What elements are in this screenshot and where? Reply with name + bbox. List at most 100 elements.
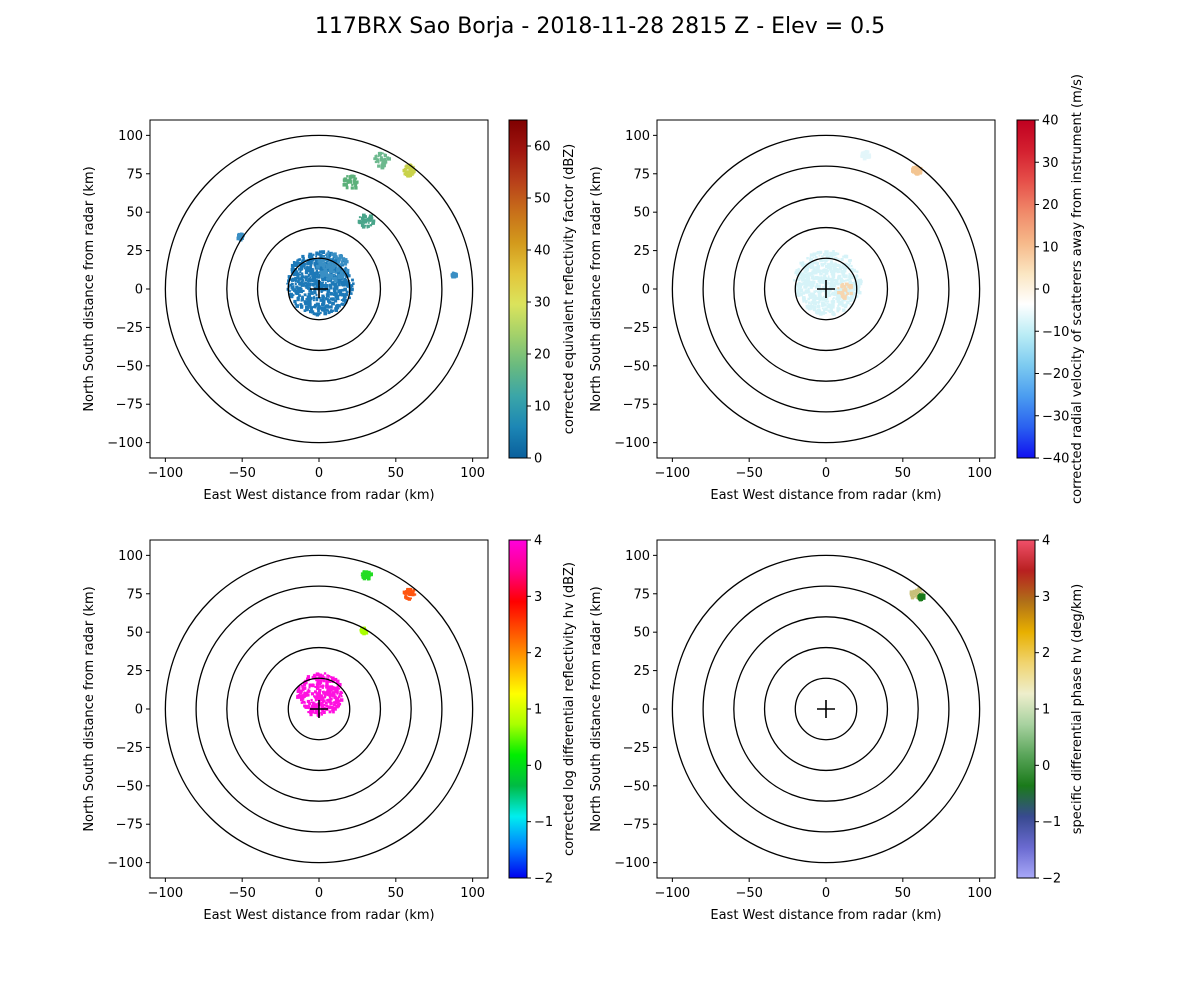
y-tick-label: −100 [614, 856, 650, 871]
y-tick-label: −50 [116, 359, 143, 374]
y-tick-label: 100 [118, 549, 143, 564]
colorbar-tick-label: 20 [1042, 198, 1059, 213]
range-ring [226, 616, 412, 802]
radar-echo [357, 213, 376, 229]
colorbar-tick-label: 3 [1042, 590, 1050, 605]
x-tick-label: 100 [460, 886, 485, 901]
range-ring [195, 165, 443, 413]
colorbar-tick-label: 40 [1042, 114, 1059, 129]
colorbar-label: specific differential phase hv (deg/km) [1070, 584, 1085, 834]
y-tick-label: 0 [642, 283, 650, 298]
radar-location-marker [310, 700, 328, 718]
y-tick-label: 100 [625, 549, 650, 564]
colorbar-tick-label: 60 [534, 140, 551, 155]
x-axis-label: East West distance from radar (km) [203, 488, 434, 503]
x-axis-label: East West distance from radar (km) [710, 488, 941, 503]
x-tick-label: 0 [315, 886, 323, 901]
colorbar-tick-label: 4 [1042, 534, 1050, 549]
colorbar-tick-label: 10 [1042, 240, 1059, 255]
x-tick-label: −50 [735, 466, 762, 481]
y-tick-label: −50 [116, 779, 143, 794]
y-tick-label: 50 [633, 206, 650, 221]
radar-echo [360, 570, 373, 581]
colorbar-tick-label: −1 [534, 815, 553, 830]
x-tick-label: 50 [388, 466, 405, 481]
panel-2: −100 −50 0 50 1001007550250−25−50−75−100East… [589, 74, 1085, 504]
x-tick-label: 0 [822, 466, 830, 481]
plot-area [671, 134, 981, 444]
radar-echo [911, 165, 923, 176]
colorbar-tick-label: 3 [534, 590, 542, 605]
range-ring [702, 165, 950, 413]
x-tick-label: −100 [655, 886, 691, 901]
y-tick-label: −100 [107, 856, 143, 871]
range-ring [287, 257, 351, 321]
y-axis-label: North South distance from radar (km) [82, 586, 97, 831]
range-ring [256, 646, 382, 772]
radar-echo [793, 250, 863, 317]
range-ring [794, 257, 858, 321]
colorbar-tick-label: −2 [1042, 872, 1061, 887]
radar-location-marker [310, 280, 328, 298]
x-tick-label: −100 [148, 466, 184, 481]
range-ring [794, 677, 858, 741]
x-tick-label: 100 [967, 466, 992, 481]
radar-echo [450, 271, 458, 279]
y-tick-label: −25 [623, 321, 650, 336]
plot-area [164, 554, 474, 864]
colorbar-tick-label: 40 [534, 244, 551, 259]
y-tick-label: 25 [633, 244, 650, 259]
colorbar-tick-label: 50 [534, 192, 551, 207]
range-ring [733, 196, 919, 382]
x-tick-label: −50 [228, 466, 255, 481]
colorbar-tick-label: 30 [534, 296, 551, 311]
x-tick-label: 50 [388, 886, 405, 901]
y-tick-label: 0 [642, 703, 650, 718]
y-tick-label: 75 [633, 167, 650, 182]
range-ring [671, 134, 981, 444]
colorbar-tick-label: 0 [534, 759, 542, 774]
x-tick-label: −100 [148, 886, 184, 901]
x-axis-label: East West distance from radar (km) [710, 908, 941, 923]
colorbar-tick-label: 0 [1042, 759, 1050, 774]
y-tick-label: 0 [135, 703, 143, 718]
radar-echo [236, 232, 245, 242]
colorbar-tick-label: −20 [1042, 367, 1069, 382]
y-tick-label: −100 [107, 436, 143, 451]
y-tick-label: −50 [623, 779, 650, 794]
y-axis-label: North South distance from radar (km) [589, 586, 604, 831]
y-axis-label: North South distance from radar (km) [589, 166, 604, 411]
x-tick-label: 0 [315, 466, 323, 481]
x-tick-label: 100 [460, 466, 485, 481]
y-tick-label: 25 [633, 664, 650, 679]
range-ring [226, 196, 412, 382]
range-ring [702, 585, 950, 833]
range-ring [195, 585, 443, 833]
panel-3: −100 −50 0 50 100 100 75 50 25 0 −25 −50 −75 −100 East… [82, 534, 577, 924]
colorbar [508, 119, 528, 459]
y-tick-label: −25 [116, 741, 143, 756]
x-tick-label: 100 [967, 886, 992, 901]
x-tick-label: −50 [228, 886, 255, 901]
x-tick-label: 50 [895, 466, 912, 481]
y-tick-label: −75 [116, 818, 143, 833]
y-tick-label: 100 [118, 129, 143, 144]
colorbar-label: corrected radial velocity of scatterers … [1070, 74, 1085, 504]
y-tick-label: 50 [126, 626, 143, 641]
colorbar-tick-label: −30 [1042, 409, 1069, 424]
radar-echo [342, 174, 359, 190]
y-tick-label: −75 [623, 398, 650, 413]
range-ring [671, 554, 981, 864]
y-tick-label: 100 [625, 129, 650, 144]
colorbar-tick-label: 20 [534, 348, 551, 363]
radar-location-marker [817, 280, 835, 298]
plot-area [671, 554, 981, 864]
x-tick-label: 0 [822, 886, 830, 901]
radar-location-marker [817, 700, 835, 718]
colorbar-tick-label: 2 [534, 646, 542, 661]
colorbar [508, 539, 528, 879]
colorbar-tick-label: 0 [1042, 283, 1050, 298]
y-tick-label: −25 [623, 741, 650, 756]
radar-echo [373, 151, 391, 170]
y-tick-label: 0 [135, 283, 143, 298]
